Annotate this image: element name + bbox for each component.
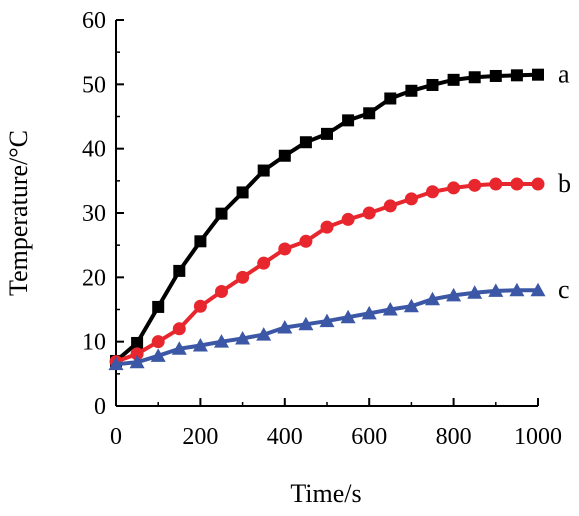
data-point xyxy=(172,322,186,336)
data-point xyxy=(257,256,271,270)
data-point xyxy=(278,149,291,162)
data-point xyxy=(319,313,335,328)
data-point xyxy=(299,136,312,149)
data-point xyxy=(299,234,313,248)
data-point xyxy=(362,206,376,220)
data-point xyxy=(383,199,397,213)
data-point xyxy=(530,282,546,297)
data-point xyxy=(404,192,418,206)
data-point xyxy=(361,305,377,320)
series-label-c: c xyxy=(558,275,570,304)
data-point xyxy=(531,177,545,191)
data-point xyxy=(510,177,524,191)
data-point xyxy=(405,84,418,97)
series-a: a xyxy=(110,60,570,367)
data-point xyxy=(447,181,461,195)
data-point xyxy=(150,348,166,362)
data-point xyxy=(488,283,504,297)
x-tick-label: 800 xyxy=(436,424,472,450)
series-b: b xyxy=(109,169,571,369)
data-point xyxy=(277,320,293,334)
data-point xyxy=(130,347,144,361)
data-point xyxy=(278,242,292,256)
data-point xyxy=(468,178,482,192)
x-tick-label: 200 xyxy=(182,424,218,450)
data-point xyxy=(446,287,462,302)
data-point xyxy=(321,127,333,140)
data-point xyxy=(403,298,419,313)
series-label-b: b xyxy=(558,169,571,198)
data-point xyxy=(235,330,251,345)
data-point xyxy=(489,69,502,82)
data-point xyxy=(152,300,165,313)
data-point xyxy=(192,338,208,352)
x-tick-label: 400 xyxy=(267,424,303,450)
data-point xyxy=(236,186,249,199)
data-point xyxy=(468,71,481,84)
data-point xyxy=(340,309,356,324)
y-tick-label: 30 xyxy=(82,201,106,227)
y-axis-title: Temperature/°C xyxy=(4,130,33,296)
y-tick-label: 50 xyxy=(82,72,106,98)
data-point xyxy=(131,336,144,349)
data-point xyxy=(108,356,124,371)
data-point xyxy=(151,335,165,349)
data-point xyxy=(214,334,229,348)
data-point xyxy=(341,212,355,226)
data-point xyxy=(532,68,544,81)
data-point xyxy=(425,291,440,306)
data-point xyxy=(320,220,334,234)
data-point xyxy=(489,177,503,191)
data-point xyxy=(384,92,397,105)
series-c: c xyxy=(108,275,570,371)
data-point xyxy=(363,107,376,120)
data-point xyxy=(510,69,523,82)
data-point xyxy=(257,164,270,177)
data-point xyxy=(173,264,186,277)
data-point xyxy=(129,354,145,369)
data-point xyxy=(509,282,525,297)
data-point xyxy=(171,341,187,355)
data-point xyxy=(426,78,439,91)
data-point xyxy=(467,285,483,299)
data-point xyxy=(298,316,314,331)
data-point xyxy=(382,302,398,316)
data-point xyxy=(426,185,439,199)
y-tick-label: 10 xyxy=(82,330,106,356)
x-tick-label: 0 xyxy=(110,424,122,450)
data-point xyxy=(256,327,272,341)
x-tick-label: 600 xyxy=(351,424,387,450)
y-tick-label: 60 xyxy=(82,8,106,34)
data-point xyxy=(194,235,207,248)
x-axis-title: Time/s xyxy=(290,479,361,508)
x-tick-label: 1000 xyxy=(514,424,562,450)
plot-series: a b c xyxy=(108,60,571,371)
data-point xyxy=(447,73,460,86)
data-point xyxy=(236,270,250,284)
y-tick-label: 40 xyxy=(82,137,106,163)
data-point xyxy=(215,207,228,220)
data-point xyxy=(215,284,228,298)
y-tick-label: 20 xyxy=(82,265,106,291)
y-tick-label: 0 xyxy=(94,394,106,420)
data-point xyxy=(342,114,355,127)
series-label-a: a xyxy=(558,60,570,89)
data-point xyxy=(193,299,207,313)
